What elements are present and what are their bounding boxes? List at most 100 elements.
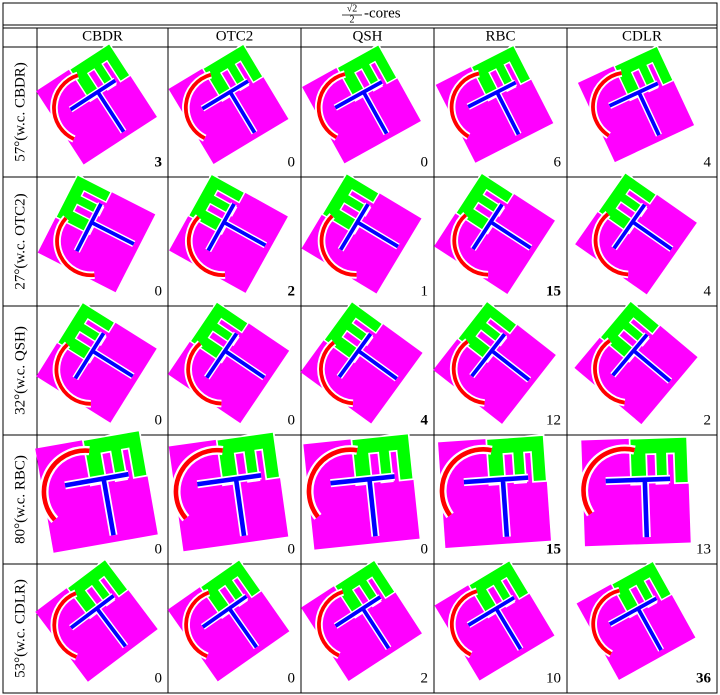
stroke-region	[334, 80, 389, 135]
image-content	[35, 429, 158, 553]
cell-count: 36	[696, 670, 712, 686]
title-numerator: √2	[347, 3, 358, 14]
row-label: 80°(w.c. RBC)	[12, 455, 28, 544]
segmentation-image	[575, 171, 697, 295]
stroke-region	[206, 203, 267, 252]
image-content	[302, 43, 421, 164]
arc-region	[317, 590, 344, 658]
stroke-region	[467, 596, 523, 651]
segmentation-image	[168, 430, 289, 552]
cell-count: 0	[155, 541, 163, 557]
segmentation-image	[577, 44, 695, 163]
image-content	[575, 171, 697, 295]
stroke-region	[205, 332, 266, 380]
cell-count: 4	[704, 283, 712, 299]
arc-region	[452, 213, 489, 277]
image-content	[578, 435, 691, 547]
stroke-region	[201, 79, 257, 134]
segmentation-image	[167, 300, 290, 424]
cell-count: 6	[554, 154, 562, 170]
cell-count: 0	[288, 670, 296, 686]
arc-region	[449, 589, 478, 657]
segmentation-image	[435, 44, 554, 163]
image-content	[576, 560, 696, 680]
segmentation-image	[37, 173, 156, 293]
arc-region	[55, 216, 95, 278]
cell-count: 3	[155, 154, 163, 170]
image-content	[168, 430, 289, 552]
arc-region	[451, 339, 485, 405]
background-region	[168, 431, 289, 552]
image-content	[574, 299, 698, 425]
cell-count: 0	[421, 154, 429, 170]
title-denominator: 2	[350, 14, 355, 25]
stroke-region	[339, 203, 399, 251]
image-content	[434, 172, 555, 294]
image-content	[168, 43, 289, 164]
segmentation-image	[574, 299, 698, 425]
image-content	[303, 432, 420, 550]
cell-count: 2	[421, 670, 429, 686]
cell-count: 0	[288, 541, 296, 557]
image-content	[36, 42, 157, 165]
cell-count: 2	[288, 283, 296, 299]
arc-region	[173, 447, 224, 520]
stroke-region	[73, 332, 134, 380]
cell-count: 2	[704, 412, 712, 428]
segmentation-image	[434, 559, 555, 681]
stroke-region	[334, 595, 391, 650]
cell-count: 12	[546, 412, 561, 428]
stroke-region	[463, 475, 529, 537]
segmentation-image	[167, 558, 290, 682]
segmentation-image	[36, 42, 157, 165]
cell-count: 4	[421, 412, 429, 428]
stroke-region	[470, 333, 531, 382]
image-content	[301, 172, 422, 294]
arc-region	[319, 214, 357, 277]
segmentation-image	[168, 43, 289, 164]
stroke-region	[471, 203, 532, 251]
image-content	[300, 300, 423, 424]
cell-count: 13	[696, 541, 711, 557]
cell-count: 0	[288, 154, 296, 170]
title-suffix: -cores	[364, 5, 401, 21]
arc-region	[186, 341, 222, 406]
segmentation-image	[35, 558, 158, 682]
cell-count: 15	[546, 541, 561, 557]
arc-region	[591, 588, 620, 656]
arc-region	[449, 71, 480, 139]
row-label: 53°(w.c. CDLR)	[12, 579, 28, 678]
arc-region	[52, 591, 78, 659]
arc-region	[184, 590, 210, 659]
stroke-region	[605, 476, 671, 538]
image-content	[577, 44, 695, 163]
stroke-region	[196, 473, 262, 537]
stroke-region	[75, 202, 135, 253]
cell-count: 1	[421, 283, 429, 299]
segmentation-image	[303, 432, 420, 550]
segmentation-image	[36, 301, 157, 423]
column-header: OTC2	[216, 28, 254, 44]
arc-region	[319, 340, 354, 406]
cell-count: 15	[546, 283, 561, 299]
row-label: 57°(w.c. CBDR)	[12, 62, 28, 162]
stroke-region	[608, 81, 661, 137]
segmentation-image	[433, 300, 556, 424]
image-content	[437, 434, 551, 548]
row-label: 27°(w.c. OTC2)	[12, 193, 28, 289]
cell-count: 0	[421, 541, 429, 557]
segmentation-image	[35, 429, 158, 553]
segmentation-image	[578, 435, 691, 547]
stroke-region	[64, 471, 129, 536]
column-header: CBDR	[82, 28, 123, 44]
arc-region	[183, 72, 212, 140]
arc-region	[591, 71, 622, 138]
stroke-region	[330, 474, 395, 537]
cell-count: 0	[155, 670, 163, 686]
image-content	[434, 559, 555, 681]
stroke-region	[608, 596, 663, 651]
arc-region	[439, 447, 493, 517]
arc-region	[186, 215, 226, 277]
stroke-region	[337, 332, 398, 381]
arc-region	[593, 212, 629, 277]
